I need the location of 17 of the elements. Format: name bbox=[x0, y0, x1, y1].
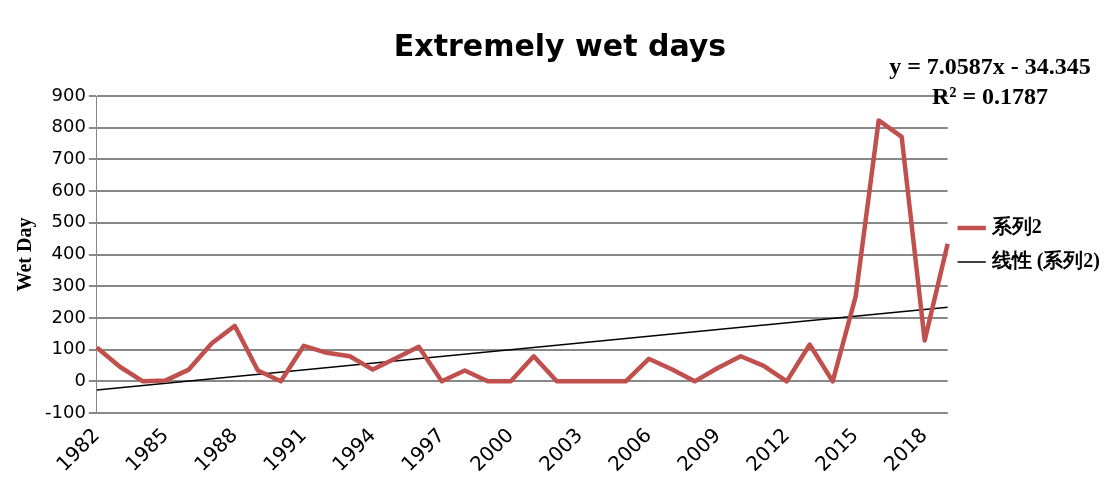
annotation: R² = 0.1787 bbox=[931, 83, 1049, 109]
legend-label: 系列2 bbox=[990, 215, 1042, 238]
y-tick-label: 800 bbox=[51, 115, 86, 137]
y-tick-label: 500 bbox=[51, 210, 86, 232]
y-tick-label: 400 bbox=[51, 242, 86, 264]
y-tick-label: 100 bbox=[51, 337, 86, 359]
y-tick-label: 600 bbox=[51, 178, 86, 200]
text: y = 7.0587x - 34.345 bbox=[889, 53, 1091, 79]
legend-label: 线性 (系列2) bbox=[990, 249, 1101, 273]
y-axis-title: Wet Day bbox=[13, 217, 37, 292]
chart-title: Extremely wet days bbox=[393, 27, 727, 63]
y-tick-label: -100 bbox=[44, 400, 86, 422]
y-tick-label: 300 bbox=[51, 273, 86, 295]
y-tick-label: 200 bbox=[51, 305, 86, 327]
y-tick-label: 700 bbox=[51, 147, 86, 169]
y-tick-label: 0 bbox=[74, 369, 86, 391]
y-tick-label: 900 bbox=[51, 83, 86, 105]
